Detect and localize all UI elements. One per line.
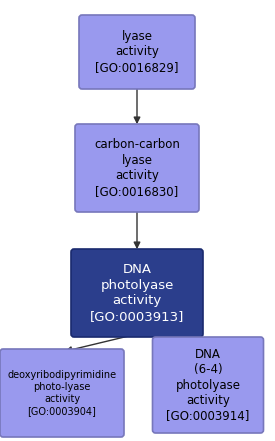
FancyBboxPatch shape — [75, 124, 199, 212]
FancyBboxPatch shape — [0, 349, 124, 437]
Text: carbon-carbon
lyase
activity
[GO:0016830]: carbon-carbon lyase activity [GO:0016830… — [94, 138, 180, 198]
Text: DNA
(6-4)
photolyase
activity
[GO:0003914]: DNA (6-4) photolyase activity [GO:000391… — [166, 348, 250, 422]
Text: DNA
photolyase
activity
[GO:0003913]: DNA photolyase activity [GO:0003913] — [90, 263, 184, 323]
FancyBboxPatch shape — [71, 249, 203, 337]
FancyBboxPatch shape — [79, 15, 195, 89]
Text: deoxyribodipyrimidine
photo-lyase
activity
[GO:0003904]: deoxyribodipyrimidine photo-lyase activi… — [7, 370, 117, 416]
Text: lyase
activity
[GO:0016829]: lyase activity [GO:0016829] — [95, 30, 179, 74]
FancyBboxPatch shape — [153, 337, 263, 433]
